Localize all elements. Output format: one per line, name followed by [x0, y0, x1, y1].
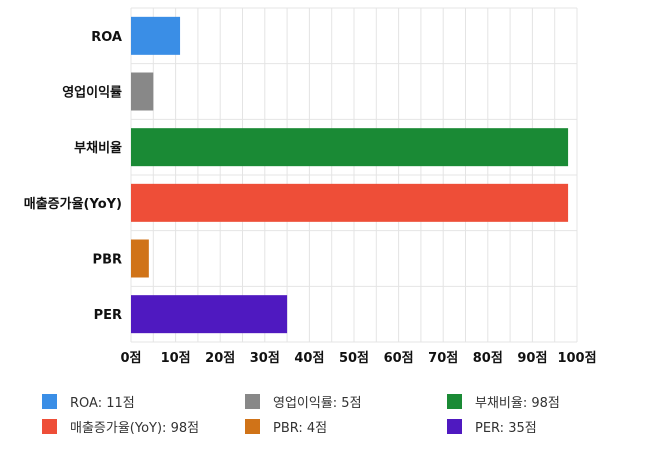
category-label: ROA: [91, 30, 122, 45]
x-tick-label: 10점: [161, 351, 191, 366]
x-tick-label: 80점: [473, 351, 503, 366]
legend-label: PER: 35점: [475, 421, 537, 436]
x-tick-label: 50점: [339, 351, 369, 366]
legend-swatch: [447, 394, 462, 409]
legend-label: 부채비율: 98점: [475, 396, 560, 411]
legend-swatch: [447, 419, 462, 434]
x-tick-label: 60점: [384, 351, 414, 366]
bar-2: [131, 128, 569, 167]
bar-3: [131, 183, 569, 222]
bar-5: [131, 295, 288, 334]
category-label: 부채비율: [74, 140, 122, 156]
x-tick-label: 100점: [557, 351, 596, 366]
bar-1: [131, 72, 154, 111]
category-label: PER: [94, 308, 122, 323]
x-tick-label: 20점: [205, 351, 235, 366]
bars: [131, 16, 569, 334]
x-tick-label: 30점: [250, 351, 280, 366]
legend-swatch: [245, 394, 260, 409]
x-tick-label: 0점: [120, 351, 141, 366]
legend-label: ROA: 11점: [70, 396, 135, 411]
legend-label: 매출증가율(YoY): 98점: [70, 421, 199, 436]
legend-swatch: [42, 394, 57, 409]
legend-label: 영업이익률: 5점: [273, 396, 362, 411]
x-tick-label: 70점: [428, 351, 458, 366]
legend-swatch: [42, 419, 57, 434]
bar-0: [131, 16, 181, 55]
category-label: 매출증가율(YoY): [24, 196, 122, 212]
x-tick-label: 40점: [294, 351, 324, 366]
grid: [130, 7, 578, 343]
category-label: 영업이익률: [62, 85, 122, 101]
legend-label: PBR: 4점: [273, 421, 327, 436]
category-label: PBR: [93, 253, 122, 268]
legend-swatch: [245, 419, 260, 434]
x-tick-label: 90점: [517, 351, 547, 366]
bar-4: [131, 239, 149, 278]
